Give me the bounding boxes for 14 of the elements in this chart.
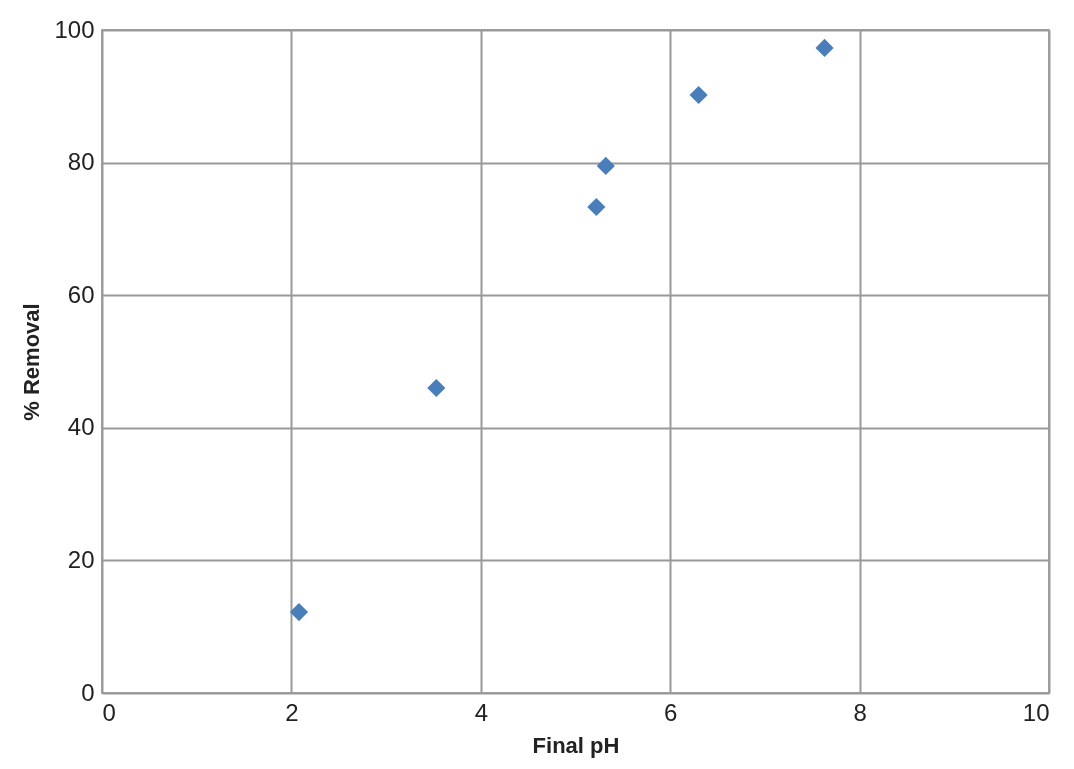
y-tick-label: 40 xyxy=(67,413,95,441)
x-tick-label: 0 xyxy=(102,698,116,726)
x-tick-label: 10 xyxy=(1022,698,1050,726)
y-tick-label: 20 xyxy=(67,545,95,573)
x-tick-label: 6 xyxy=(664,698,678,726)
x-tick-label: 8 xyxy=(853,698,867,726)
y-tick-label: 80 xyxy=(67,148,95,176)
y-axis-title: % Removal xyxy=(19,303,45,421)
y-tick-label: 100 xyxy=(54,15,95,43)
y-tick-label: 60 xyxy=(67,280,95,308)
x-tick-label: 2 xyxy=(285,698,299,726)
x-axis-title: Final pH xyxy=(532,732,620,758)
y-tick-label: 0 xyxy=(81,678,95,706)
x-tick-label: 4 xyxy=(474,698,488,726)
